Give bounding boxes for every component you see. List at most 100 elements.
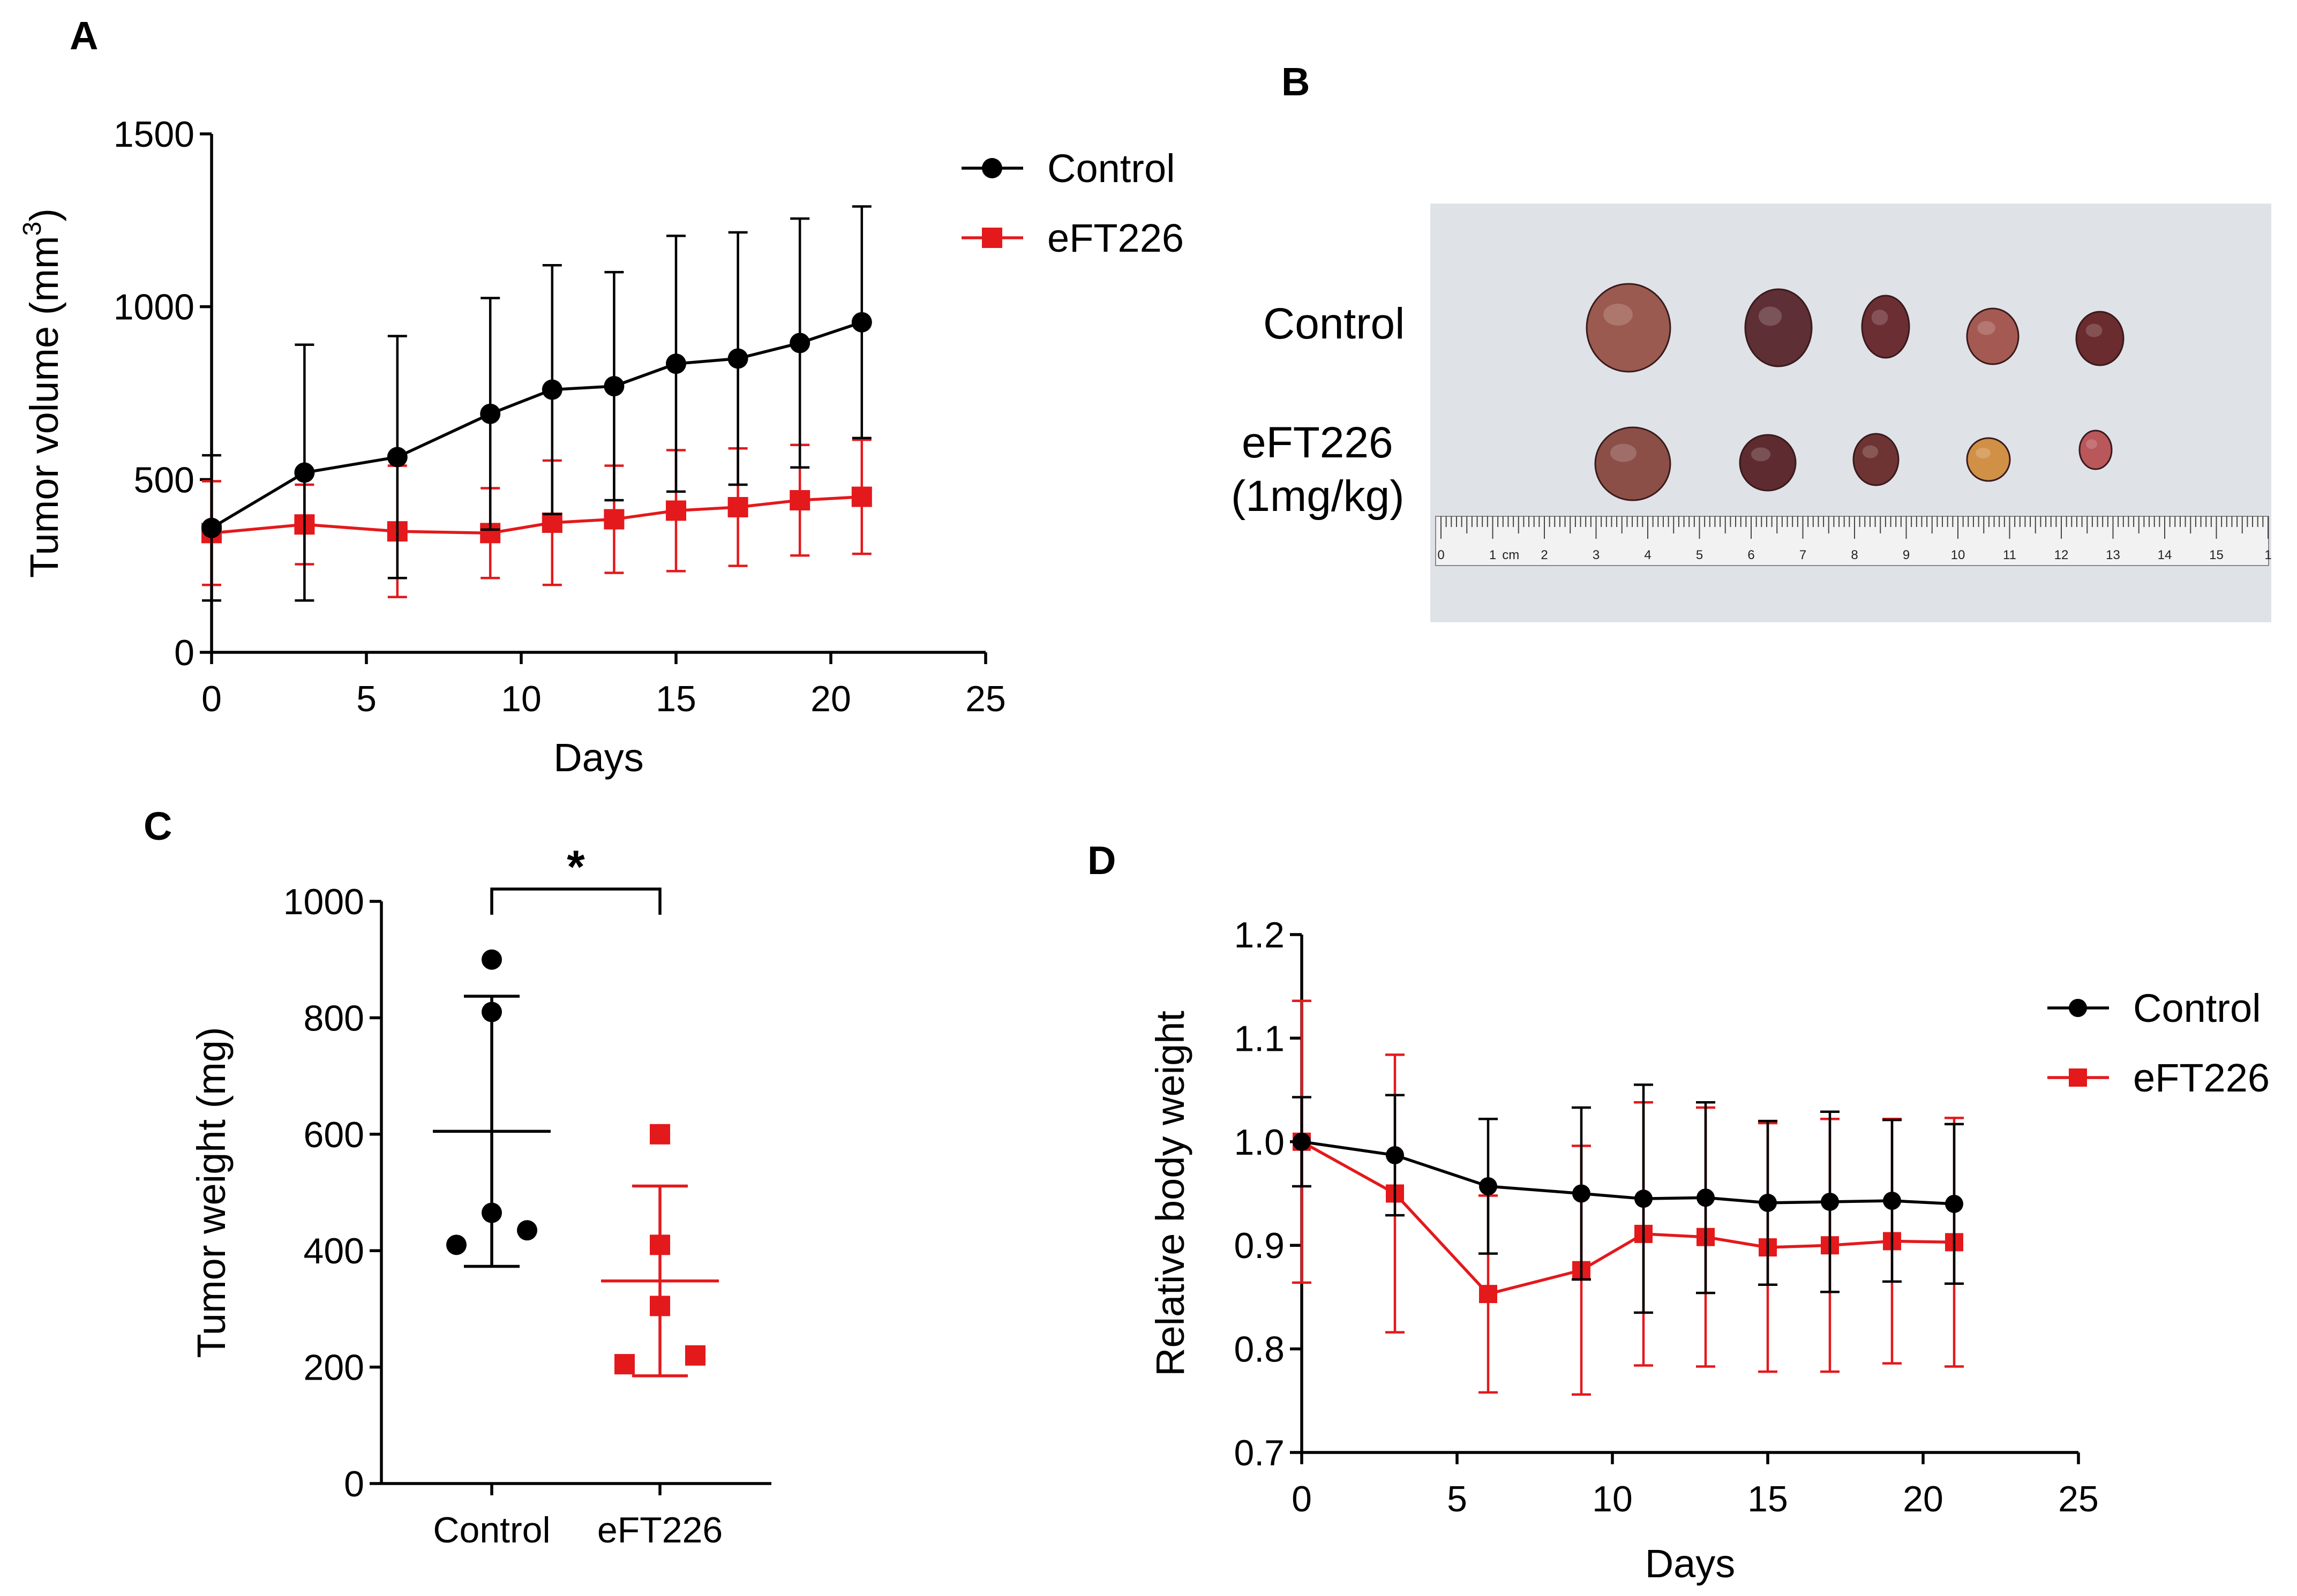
- tumor-specimens: [1586, 283, 2125, 501]
- y-tick-label: 1000: [283, 882, 364, 922]
- y-tick-label: 0.7: [1234, 1433, 1285, 1473]
- data-point: [1883, 1192, 1901, 1210]
- data-point: [482, 1202, 502, 1223]
- data-point: [480, 403, 501, 424]
- data-point: [851, 312, 872, 333]
- x-tick-label: 15: [1747, 1479, 1788, 1519]
- data-point: [650, 1124, 670, 1145]
- tumor-highlight: [2085, 323, 2103, 337]
- ruler-label: 3: [1593, 548, 1600, 562]
- data-point: [1697, 1188, 1715, 1207]
- photo-label-control: Control: [1263, 299, 1405, 348]
- tumor-highlight: [1603, 303, 1633, 326]
- panel-letter-a: A: [70, 13, 98, 58]
- y-tick-label: 600: [304, 1115, 364, 1155]
- y-axis-label: Relative body weight: [1148, 1011, 1192, 1376]
- ruler-label: 15: [2209, 548, 2224, 562]
- chart-a-tumor-volume: 0 500 1000 1500 0 5 10 15 20 25 Days Tumor volume (…: [18, 114, 1184, 780]
- y-tick-label: 500: [134, 460, 194, 500]
- y-tick-label: 200: [304, 1347, 364, 1388]
- series-line: [1301, 1140, 1955, 1206]
- data-point: [1479, 1285, 1497, 1304]
- significance-bracket: [490, 887, 662, 915]
- x-axis-label: Days: [553, 735, 644, 780]
- data-point: [387, 447, 408, 468]
- ruler-label: 11: [2003, 548, 2016, 562]
- panel-letter-c: C: [144, 804, 172, 848]
- photo-label-dose: (1mg/kg): [1231, 472, 1405, 521]
- panel-b-tumor-photo: Control eFT226 (1mg/kg) 0 1 cm 2 3 4 5 6 7 8 9 10 11…: [1231, 204, 2272, 622]
- x-tick-label: 5: [1447, 1479, 1467, 1519]
- panel-letter-b: B: [1281, 59, 1310, 104]
- tumor-highlight: [1976, 448, 1991, 458]
- tumor-specimen: [1966, 307, 2020, 365]
- y-tick-label: 800: [304, 998, 364, 1038]
- category-label: eFT226: [597, 1510, 723, 1550]
- legend-marker: [982, 158, 1002, 178]
- x-tick-label: 0: [201, 679, 222, 719]
- ruler-label: 9: [1903, 548, 1910, 562]
- tumor-specimen: [1744, 288, 1813, 367]
- tumor-highlight: [1977, 321, 1995, 335]
- y-tick-label: 1500: [114, 114, 194, 155]
- ruler-body: [1435, 516, 2269, 566]
- chart-d-body-weight: 0.7 0.8 0.9 1.0 1.1 1.2 0 5 10 15 20 25 Days Relative…: [1148, 915, 2270, 1586]
- data-point: [482, 949, 502, 970]
- data-point: [604, 376, 625, 397]
- y-tick-label: 1000: [114, 287, 194, 328]
- x-axis-label: Days: [1645, 1541, 1736, 1586]
- legend-label: eFT226: [2133, 1056, 2270, 1100]
- tumor-highlight: [2086, 439, 2097, 449]
- ruler-label: 5: [1696, 548, 1703, 562]
- data-point: [1386, 1146, 1404, 1164]
- series-control: [201, 205, 872, 602]
- ruler-label: cm: [1502, 548, 1519, 562]
- tumor-specimen: [1861, 295, 1910, 359]
- tumor-highlight: [1862, 445, 1879, 458]
- ruler-label: 1: [2264, 548, 2271, 562]
- data-point: [1634, 1190, 1653, 1208]
- group-control: [433, 949, 551, 1268]
- data-point: [517, 1220, 537, 1241]
- photo-label-eft226: eFT226: [1242, 418, 1393, 467]
- tumor-specimen: [1966, 437, 2011, 482]
- legend-label: eFT226: [1047, 216, 1184, 260]
- data-point: [727, 348, 748, 369]
- ruler-label: 10: [1951, 548, 1965, 562]
- data-point: [727, 496, 748, 517]
- group-eft226: [601, 1124, 719, 1377]
- y-tick-label: 1.2: [1234, 915, 1285, 955]
- tumor-highlight: [1758, 306, 1782, 326]
- data-point: [650, 1296, 670, 1316]
- data-point: [604, 509, 625, 530]
- data-point: [1945, 1194, 1963, 1213]
- data-point: [614, 1354, 635, 1375]
- y-tick-label: 1.1: [1234, 1018, 1285, 1059]
- chart-c-tumor-weight: 0 200 400 600 800 1000 Control eFT226 Tumor weig…: [189, 841, 771, 1550]
- data-point: [790, 490, 810, 511]
- data-point: [666, 500, 686, 521]
- data-point: [1479, 1177, 1497, 1195]
- ruler-label: 7: [1799, 548, 1806, 562]
- legend-marker: [982, 228, 1002, 248]
- data-point: [201, 517, 222, 538]
- x-tick-label: 10: [1592, 1479, 1633, 1519]
- tumor-specimen: [2075, 311, 2125, 366]
- data-point: [482, 1002, 502, 1022]
- series-line: [1301, 1140, 1955, 1296]
- y-axis-label: Tumor weight (mg): [189, 1027, 234, 1358]
- ruler-label: 2: [1541, 548, 1548, 562]
- significance-star: *: [567, 841, 585, 893]
- tumor-specimen: [1586, 283, 1671, 373]
- data-point: [851, 486, 872, 507]
- panel-letter-d: D: [1087, 838, 1116, 883]
- x-tick-label: 10: [501, 679, 542, 719]
- ruler-label: 6: [1747, 548, 1754, 562]
- legend-marker: [2069, 999, 2087, 1017]
- data-point: [685, 1345, 705, 1366]
- x-tick-label: 15: [656, 679, 696, 719]
- ruler-label: 1: [1489, 548, 1496, 562]
- x-tick-label: 25: [2058, 1479, 2099, 1519]
- data-point: [1572, 1184, 1590, 1203]
